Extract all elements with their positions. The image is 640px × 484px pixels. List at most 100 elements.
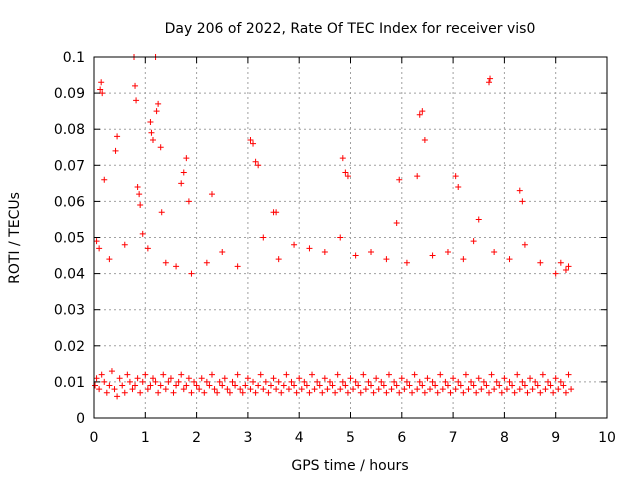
data-point <box>219 248 226 255</box>
data-point <box>403 378 410 385</box>
data-point <box>250 140 257 147</box>
data-point <box>350 386 357 393</box>
data-point <box>314 378 321 385</box>
data-point <box>121 389 128 396</box>
data-point <box>162 259 169 266</box>
data-point <box>568 386 575 393</box>
data-point <box>565 263 572 270</box>
data-point <box>344 389 351 396</box>
data-point <box>97 86 104 93</box>
data-point <box>480 378 487 385</box>
data-point <box>347 375 354 382</box>
data-point <box>450 375 457 382</box>
data-point <box>383 256 390 263</box>
data-point <box>126 378 133 385</box>
data-point <box>134 375 141 382</box>
data-point <box>106 382 113 389</box>
data-point <box>234 263 241 270</box>
grid <box>94 57 607 418</box>
data-point <box>401 386 408 393</box>
data-point <box>224 386 231 393</box>
data-point <box>527 375 534 382</box>
data-point <box>112 147 119 154</box>
data-point <box>491 248 498 255</box>
data-point <box>139 230 146 237</box>
data-point <box>396 389 403 396</box>
data-point <box>185 375 192 382</box>
data-point <box>260 234 267 241</box>
data-point <box>132 382 139 389</box>
data-point <box>465 386 472 393</box>
data-point <box>496 382 503 389</box>
data-point <box>278 389 285 396</box>
data-point <box>565 371 572 378</box>
data-point <box>96 386 103 393</box>
data-point <box>257 371 264 378</box>
data-point <box>524 389 531 396</box>
data-point <box>165 378 172 385</box>
data-point <box>337 234 344 241</box>
x-tick-label: 4 <box>295 430 304 446</box>
data-point <box>153 108 160 115</box>
data-point <box>537 259 544 266</box>
data-point <box>265 389 272 396</box>
data-point <box>537 389 544 396</box>
data-point <box>147 382 154 389</box>
y-tick-label: 0.01 <box>54 375 85 391</box>
data-point <box>134 183 141 190</box>
data-point <box>267 382 274 389</box>
data-point <box>252 158 259 165</box>
data-point <box>98 79 105 86</box>
data-point <box>406 382 413 389</box>
y-tick-label: 0.08 <box>54 122 85 138</box>
data-point <box>380 382 387 389</box>
data-point <box>262 378 269 385</box>
data-point <box>250 378 257 385</box>
data-point <box>414 173 421 180</box>
data-point <box>193 382 200 389</box>
y-tick-label: 0.09 <box>54 86 85 102</box>
data-point <box>283 371 290 378</box>
data-point <box>147 118 154 125</box>
data-point <box>273 209 280 216</box>
data-point <box>242 382 249 389</box>
data-point <box>555 386 562 393</box>
x-tick-label: 6 <box>397 430 406 446</box>
data-point <box>175 378 182 385</box>
data-point <box>255 382 262 389</box>
data-point <box>452 386 459 393</box>
data-point <box>403 259 410 266</box>
data-point <box>521 241 528 248</box>
data-point <box>129 386 136 393</box>
data-point <box>552 375 559 382</box>
data-point <box>434 389 441 396</box>
data-point <box>506 256 513 263</box>
data-point <box>552 270 559 277</box>
data-point <box>550 389 557 396</box>
data-point <box>501 375 508 382</box>
data-point <box>211 386 218 393</box>
data-point <box>357 389 364 396</box>
data-point <box>101 176 108 183</box>
data-point <box>368 382 375 389</box>
data-point <box>178 180 185 187</box>
data-point <box>219 382 226 389</box>
data-point <box>98 371 105 378</box>
data-point <box>183 382 190 389</box>
x-tick-label: 7 <box>449 430 458 446</box>
data-point <box>468 378 475 385</box>
data-point <box>373 375 380 382</box>
data-point <box>303 382 310 389</box>
data-point <box>247 137 254 144</box>
data-point <box>488 371 495 378</box>
data-point <box>260 386 267 393</box>
data-point <box>511 389 518 396</box>
data-point <box>160 371 167 378</box>
data-point <box>547 382 554 389</box>
data-point <box>234 371 241 378</box>
data-point <box>221 375 228 382</box>
data-point <box>139 378 146 385</box>
data-point <box>416 111 423 118</box>
data-point <box>116 375 123 382</box>
